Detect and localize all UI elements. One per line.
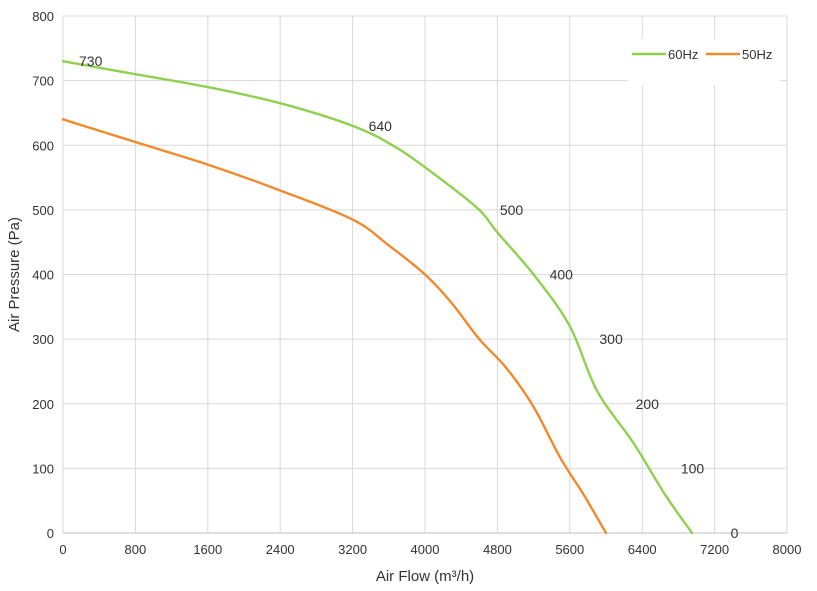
data-label: 730 — [79, 53, 103, 69]
data-labels: 730 640 500 400 300 200 100 0 — [79, 53, 739, 541]
x-tick-label: 6400 — [628, 542, 657, 557]
x-tick-label: 800 — [125, 542, 147, 557]
x-tick-label: 1600 — [193, 542, 222, 557]
y-tick-label: 600 — [32, 138, 54, 153]
y-tick-label: 700 — [32, 74, 54, 89]
x-tick-label: 8000 — [773, 542, 802, 557]
data-label: 640 — [369, 118, 393, 134]
data-label: 300 — [599, 331, 623, 347]
x-tick-label: 4000 — [411, 542, 440, 557]
y-tick-label: 400 — [32, 268, 54, 283]
legend: 60Hz 50Hz — [628, 39, 780, 85]
x-tick-label: 2400 — [266, 542, 295, 557]
series-line-60hz — [61, 60, 694, 535]
y-tick-label: 100 — [32, 461, 54, 476]
legend-label-60hz: 60Hz — [668, 47, 698, 62]
axes: 0 800 1600 2400 3200 4000 4800 5600 6400 7200 8000… — [32, 9, 801, 557]
x-tick-label: 0 — [59, 542, 66, 557]
x-tick-label: 4800 — [483, 542, 512, 557]
legend-label-50hz: 50Hz — [742, 47, 772, 62]
x-tick-label: 3200 — [338, 542, 367, 557]
data-label: 200 — [636, 396, 660, 412]
data-label: 400 — [550, 267, 574, 283]
x-axis-title: Air Flow (m³/h) — [376, 568, 474, 585]
y-tick-label: 200 — [32, 397, 54, 412]
x-tick-label: 5600 — [555, 542, 584, 557]
x-tick-label: 7200 — [700, 542, 729, 557]
y-tick-label: 500 — [32, 203, 54, 218]
legend-box — [628, 39, 780, 85]
data-label: 500 — [500, 202, 524, 218]
y-tick-label: 800 — [32, 9, 54, 24]
series — [61, 60, 694, 535]
y-tick-label: 0 — [47, 526, 54, 541]
data-label: 0 — [731, 525, 739, 541]
data-label: 100 — [681, 460, 705, 476]
y-tick-label: 300 — [32, 332, 54, 347]
series-line-50hz — [61, 118, 608, 535]
y-axis-title: Air Pressure (Pa) — [6, 217, 23, 332]
